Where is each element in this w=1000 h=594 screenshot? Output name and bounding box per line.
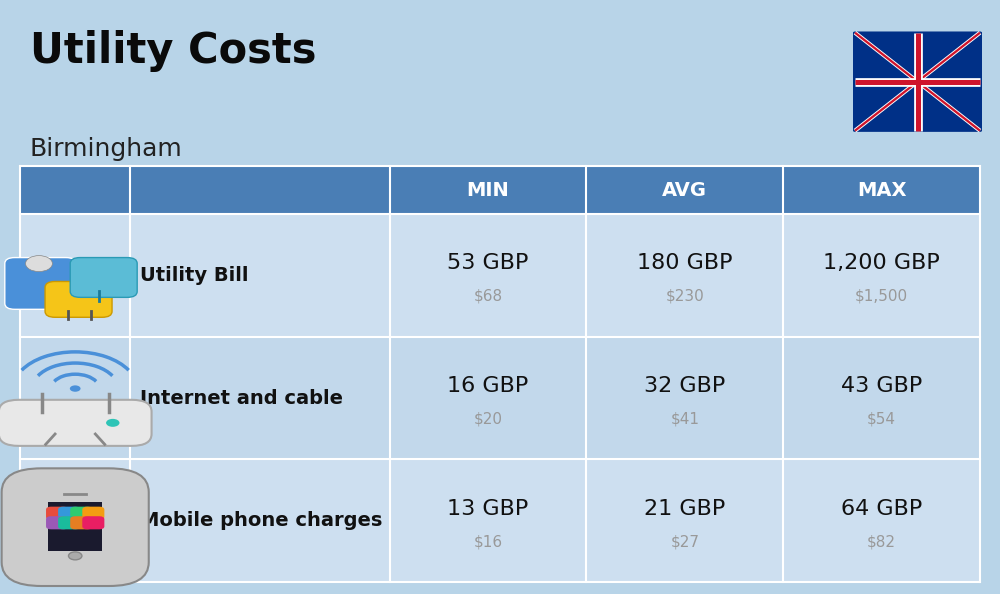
Text: AVG: AVG <box>662 181 707 200</box>
FancyBboxPatch shape <box>20 460 980 582</box>
Text: $82: $82 <box>867 534 896 549</box>
Text: 43 GBP: 43 GBP <box>841 376 922 396</box>
Text: Birmingham: Birmingham <box>30 137 183 160</box>
Text: 21 GBP: 21 GBP <box>644 498 725 519</box>
FancyBboxPatch shape <box>46 507 68 520</box>
FancyBboxPatch shape <box>82 507 104 520</box>
Text: Mobile phone charges: Mobile phone charges <box>140 511 383 530</box>
Text: Utility Bill: Utility Bill <box>140 266 249 285</box>
Text: MIN: MIN <box>467 181 509 200</box>
FancyBboxPatch shape <box>20 166 980 214</box>
Text: MAX: MAX <box>857 181 906 200</box>
Text: 16 GBP: 16 GBP <box>447 376 529 396</box>
Text: 64 GBP: 64 GBP <box>841 498 922 519</box>
Text: $230: $230 <box>665 289 704 304</box>
Text: $20: $20 <box>474 412 502 426</box>
Text: $41: $41 <box>670 412 699 426</box>
Text: Utility Costs: Utility Costs <box>30 30 316 72</box>
Circle shape <box>26 255 52 271</box>
FancyBboxPatch shape <box>20 337 980 460</box>
FancyBboxPatch shape <box>0 400 152 446</box>
Circle shape <box>106 419 119 427</box>
FancyBboxPatch shape <box>46 516 68 529</box>
Text: 32 GBP: 32 GBP <box>644 376 725 396</box>
Text: $27: $27 <box>670 534 699 549</box>
FancyBboxPatch shape <box>853 31 982 132</box>
Text: 13 GBP: 13 GBP <box>447 498 529 519</box>
Text: $68: $68 <box>473 289 503 304</box>
FancyBboxPatch shape <box>58 507 80 520</box>
Text: 180 GBP: 180 GBP <box>637 253 733 273</box>
Text: $16: $16 <box>473 534 503 549</box>
FancyBboxPatch shape <box>70 516 92 529</box>
FancyBboxPatch shape <box>20 214 980 337</box>
Text: 1,200 GBP: 1,200 GBP <box>823 253 940 273</box>
FancyBboxPatch shape <box>5 258 76 309</box>
Circle shape <box>70 386 81 392</box>
Text: $1,500: $1,500 <box>855 289 908 304</box>
FancyBboxPatch shape <box>48 502 102 551</box>
FancyBboxPatch shape <box>2 468 149 586</box>
FancyBboxPatch shape <box>70 507 92 520</box>
Text: $54: $54 <box>867 412 896 426</box>
FancyBboxPatch shape <box>70 258 137 298</box>
FancyBboxPatch shape <box>58 516 80 529</box>
FancyBboxPatch shape <box>82 516 104 529</box>
Text: 53 GBP: 53 GBP <box>447 253 529 273</box>
Text: Internet and cable: Internet and cable <box>140 388 343 407</box>
Circle shape <box>68 552 82 560</box>
FancyBboxPatch shape <box>45 282 112 317</box>
